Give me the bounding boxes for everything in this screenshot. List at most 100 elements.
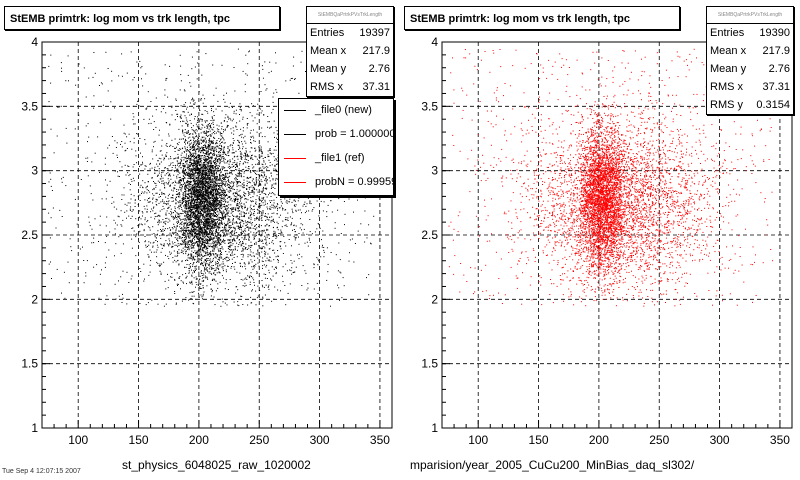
scatter-point bbox=[219, 244, 221, 246]
scatter-point bbox=[178, 177, 180, 178]
scatter-point bbox=[198, 177, 200, 178]
scatter-point bbox=[177, 144, 179, 146]
scatter-point bbox=[227, 115, 229, 117]
scatter-point bbox=[197, 181, 199, 183]
scatter-point bbox=[323, 256, 325, 258]
scatter-point bbox=[180, 204, 182, 206]
scatter-point bbox=[268, 272, 270, 274]
scatter-point bbox=[89, 185, 91, 187]
scatter-point bbox=[213, 206, 215, 208]
scatter-point bbox=[189, 236, 191, 238]
scatter-point bbox=[316, 257, 318, 259]
scatter-point bbox=[262, 202, 264, 204]
scatter-point bbox=[201, 203, 203, 205]
scatter-point bbox=[131, 275, 133, 277]
scatter-point bbox=[198, 151, 200, 153]
scatter-point bbox=[357, 230, 359, 232]
scatter-point bbox=[219, 265, 221, 267]
scatter-point bbox=[197, 229, 199, 231]
scatter-point bbox=[200, 186, 202, 188]
scatter-point bbox=[211, 175, 213, 177]
scatter-point bbox=[217, 239, 219, 241]
scatter-point bbox=[224, 229, 226, 231]
scatter-point bbox=[200, 211, 202, 213]
scatter-point bbox=[192, 238, 194, 239]
scatter-point bbox=[208, 263, 210, 265]
scatter-point bbox=[168, 165, 170, 167]
scatter-point bbox=[242, 304, 244, 305]
scatter-point bbox=[187, 260, 189, 261]
scatter-point bbox=[211, 238, 213, 240]
scatter-point bbox=[145, 246, 147, 248]
scatter-point bbox=[178, 182, 180, 184]
scatter-point bbox=[183, 179, 184, 181]
scatter-point bbox=[179, 277, 180, 279]
scatter-point bbox=[254, 147, 256, 149]
scatter-point bbox=[242, 279, 244, 281]
scatter-point bbox=[208, 219, 209, 221]
scatter-point bbox=[212, 235, 214, 236]
scatter-point bbox=[212, 180, 214, 182]
scatter-point bbox=[187, 74, 189, 76]
scatter-point bbox=[222, 174, 224, 176]
scatter-point bbox=[203, 208, 205, 210]
scatter-point bbox=[179, 172, 181, 174]
scatter-point bbox=[204, 161, 205, 163]
scatter-point bbox=[187, 149, 188, 151]
scatter-point bbox=[264, 247, 266, 249]
scatter-point bbox=[120, 234, 122, 236]
scatter-point bbox=[180, 206, 182, 208]
scatter-point bbox=[203, 270, 205, 272]
scatter-point bbox=[201, 198, 203, 200]
scatter-point bbox=[121, 146, 123, 148]
scatter-point bbox=[338, 287, 340, 289]
scatter-point bbox=[198, 271, 200, 273]
scatter-point bbox=[215, 219, 217, 221]
scatter-point bbox=[218, 144, 220, 146]
scatter-point bbox=[117, 171, 118, 173]
scatter-point bbox=[187, 130, 189, 132]
scatter-point bbox=[213, 111, 215, 113]
scatter-point bbox=[185, 260, 186, 262]
scatter-point bbox=[224, 117, 226, 119]
scatter-point bbox=[191, 188, 193, 190]
scatter-point bbox=[306, 203, 308, 205]
scatter-point bbox=[217, 179, 219, 181]
scatter-point bbox=[267, 259, 269, 261]
scatter-point bbox=[216, 202, 218, 204]
scatter-point bbox=[223, 227, 225, 229]
scatter-point bbox=[277, 255, 279, 257]
scatter-point bbox=[217, 221, 218, 223]
scatter-point bbox=[185, 216, 187, 218]
scatter-point bbox=[218, 155, 220, 157]
scatter-point bbox=[147, 91, 149, 93]
scatter-point bbox=[216, 145, 218, 147]
scatter-point bbox=[259, 145, 261, 147]
scatter-point bbox=[309, 201, 311, 203]
scatter-point bbox=[266, 179, 268, 181]
scatter-point bbox=[203, 217, 205, 219]
scatter-point bbox=[259, 215, 261, 217]
scatter-point bbox=[196, 236, 198, 238]
scatter-point bbox=[267, 166, 269, 168]
scatter-point bbox=[202, 293, 204, 295]
scatter-point bbox=[206, 147, 208, 149]
scatter-point bbox=[179, 243, 181, 245]
scatter-point bbox=[222, 210, 224, 212]
scatter-point bbox=[197, 205, 199, 207]
scatter-point bbox=[259, 211, 261, 213]
scatter-point bbox=[269, 248, 271, 250]
scatter-point bbox=[262, 261, 264, 262]
scatter-point bbox=[147, 220, 149, 221]
scatter-point bbox=[103, 170, 105, 172]
scatter-point bbox=[184, 210, 186, 212]
scatter-point bbox=[194, 118, 195, 120]
scatter-point bbox=[148, 201, 150, 203]
scatter-point bbox=[201, 196, 203, 198]
scatter-point bbox=[61, 178, 62, 180]
scatter-point bbox=[188, 243, 190, 245]
scatter-point bbox=[184, 246, 186, 248]
scatter-point bbox=[87, 123, 89, 125]
scatter-point bbox=[149, 168, 151, 170]
scatter-point bbox=[201, 201, 202, 203]
